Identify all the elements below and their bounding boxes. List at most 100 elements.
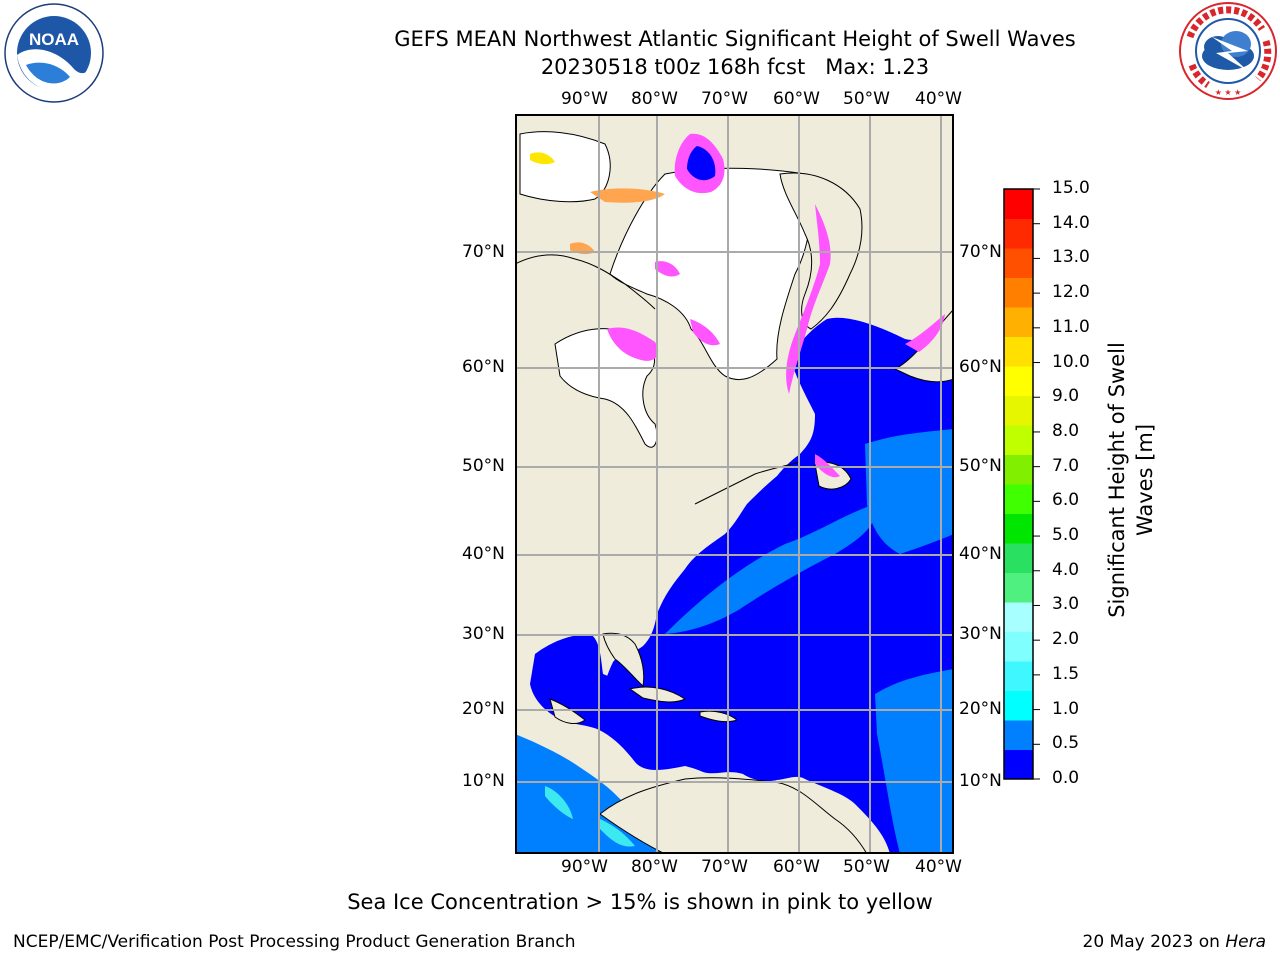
swell-band-south xyxy=(875,669,954,854)
colorbar-tick-label: 7.0 xyxy=(1052,455,1080,476)
colorbar-bin xyxy=(1004,189,1033,219)
lat-tick-right: 10°N xyxy=(959,771,1002,791)
yucatan xyxy=(549,698,586,725)
colorbar-bin xyxy=(1004,277,1033,308)
colorbar-title: Significant Height of Swell Waves [m] xyxy=(1102,300,1162,660)
noaa-logo-text: NOAA xyxy=(29,30,79,49)
colorbar-tick-label: 12.0 xyxy=(1052,282,1090,303)
colorbar-tick-label: 0.0 xyxy=(1052,768,1080,788)
colorbar-bin xyxy=(1004,602,1033,632)
lon-tick-bottom: 70°W xyxy=(701,857,748,877)
colorbar-bin xyxy=(1004,572,1033,603)
colorbar-bin xyxy=(1004,720,1033,750)
pacific-swell-high xyxy=(545,786,573,819)
lon-tick-top: 60°W xyxy=(773,89,820,109)
lon-tick-bottom: 50°W xyxy=(843,857,890,877)
map-frame xyxy=(515,114,954,854)
swell-band-mid xyxy=(665,504,876,634)
florida xyxy=(602,632,645,687)
colorbar-bin xyxy=(1004,395,1033,426)
colorbar-bin xyxy=(1004,513,1033,544)
colorbar-bin xyxy=(1004,749,1033,780)
north-water-polynya xyxy=(687,146,716,181)
sea-ice-east-greenland xyxy=(786,204,831,394)
colorbar xyxy=(1003,188,1040,780)
noaa-logo: NOAA xyxy=(4,3,104,103)
lat-tick-right: 50°N xyxy=(959,456,1002,476)
swell-band-north xyxy=(865,429,954,554)
colorbar-bin xyxy=(1004,543,1033,573)
lat-tick-right: 60°N xyxy=(959,357,1002,377)
lat-tick-left: 40°N xyxy=(462,544,505,564)
chart-subtitle: 20230518 t00z 168h fcst Max: 1.23 xyxy=(540,55,930,79)
lon-tick-bottom: 40°W xyxy=(915,857,962,877)
colorbar-tick-label: 6.0 xyxy=(1052,490,1080,511)
colorbar-tick-label: 8.0 xyxy=(1052,420,1080,441)
lon-tick-top: 40°W xyxy=(915,89,962,109)
lat-tick-left: 20°N xyxy=(462,699,505,719)
sea-ice-arctic-yellow xyxy=(530,152,555,165)
colorbar-bin xyxy=(1004,425,1033,455)
colorbar-tick-label: 9.0 xyxy=(1052,386,1080,407)
lon-tick-bottom: 80°W xyxy=(631,857,678,877)
colorbar-tick-label: 14.0 xyxy=(1052,212,1090,233)
nws-logo-icon: ★ ★ ★ xyxy=(1179,2,1277,100)
lon-tick-bottom: 90°W xyxy=(561,857,608,877)
sea-ice-hudson-strait xyxy=(607,327,659,361)
colorbar-bin xyxy=(1004,218,1033,249)
colorbar-tick-label: 4.0 xyxy=(1052,559,1080,580)
colorbar-tick-label: 13.0 xyxy=(1052,247,1090,268)
sea-ice-foxe xyxy=(655,261,680,277)
colorbar-tick-label: 2.0 xyxy=(1052,629,1080,650)
producer-credit: NCEP/EMC/Verification Post Processing Pr… xyxy=(13,932,576,952)
svg-text:★ ★ ★: ★ ★ ★ xyxy=(1215,88,1242,97)
machine-name: Hera xyxy=(1225,932,1266,952)
generation-date: 20 May 2023 on Hera xyxy=(1083,932,1267,952)
generation-date-text: 20 May 2023 on xyxy=(1082,932,1226,952)
colorbar-title-line2: Waves [m] xyxy=(1133,424,1157,536)
colorbar-tick-marks xyxy=(1033,188,1040,780)
chart-title: GEFS MEAN Northwest Atlantic Significant… xyxy=(394,27,1076,51)
colorbar-bin xyxy=(1004,661,1033,691)
colorbar-tick-label: 3.0 xyxy=(1052,594,1080,615)
colorbar-bin xyxy=(1004,248,1033,278)
colorbar-bin xyxy=(1004,484,1033,514)
colorbar-tick-label: 0.5 xyxy=(1052,733,1080,754)
colorbar-tick-label: 1.0 xyxy=(1052,698,1080,719)
arctic-archipelago-water xyxy=(519,131,611,203)
colorbar-bins xyxy=(1004,189,1033,780)
lat-tick-left: 70°N xyxy=(462,242,505,262)
colorbar-bin xyxy=(1004,631,1033,662)
lat-tick-right: 70°N xyxy=(959,242,1002,262)
colorbar-bin xyxy=(1004,366,1033,396)
colorbar-bin xyxy=(1004,454,1033,485)
lat-tick-right: 20°N xyxy=(959,699,1002,719)
colorbar-tick-label: 5.0 xyxy=(1052,525,1080,546)
sea-ice-iceland-strait xyxy=(905,314,945,352)
colorbar-bin xyxy=(1004,307,1033,337)
colorbar-bin xyxy=(1004,336,1033,367)
lon-tick-top: 90°W xyxy=(561,89,608,109)
colorbar-tick-label: 11.0 xyxy=(1052,316,1090,337)
sea-ice-note: Sea Ice Concentration > 15% is shown in … xyxy=(347,890,933,914)
swell-height-map xyxy=(515,114,954,854)
sea-ice-ungava xyxy=(690,319,720,346)
coastline-st-lawrence xyxy=(694,461,801,505)
colorbar-bin xyxy=(1004,690,1033,721)
graticule xyxy=(515,114,954,854)
lon-tick-top: 70°W xyxy=(701,89,748,109)
lon-tick-top: 80°W xyxy=(631,89,678,109)
lon-tick-top: 50°W xyxy=(843,89,890,109)
nws-logo: ★ ★ ★ xyxy=(1178,1,1278,101)
colorbar-tick-label: 15.0 xyxy=(1052,178,1090,198)
lat-tick-right: 40°N xyxy=(959,544,1002,564)
colorbar-tick-label: 1.5 xyxy=(1052,663,1080,684)
lat-tick-left: 30°N xyxy=(462,624,505,644)
coastline-arctic xyxy=(515,254,656,310)
sea-ice-labrador xyxy=(815,454,840,478)
lat-tick-left: 10°N xyxy=(462,771,505,791)
colorbar-title-line1: Significant Height of Swell xyxy=(1105,342,1129,618)
lat-tick-right: 30°N xyxy=(959,624,1002,644)
lon-tick-bottom: 60°W xyxy=(773,857,820,877)
sea-ice-lancaster xyxy=(590,188,665,203)
